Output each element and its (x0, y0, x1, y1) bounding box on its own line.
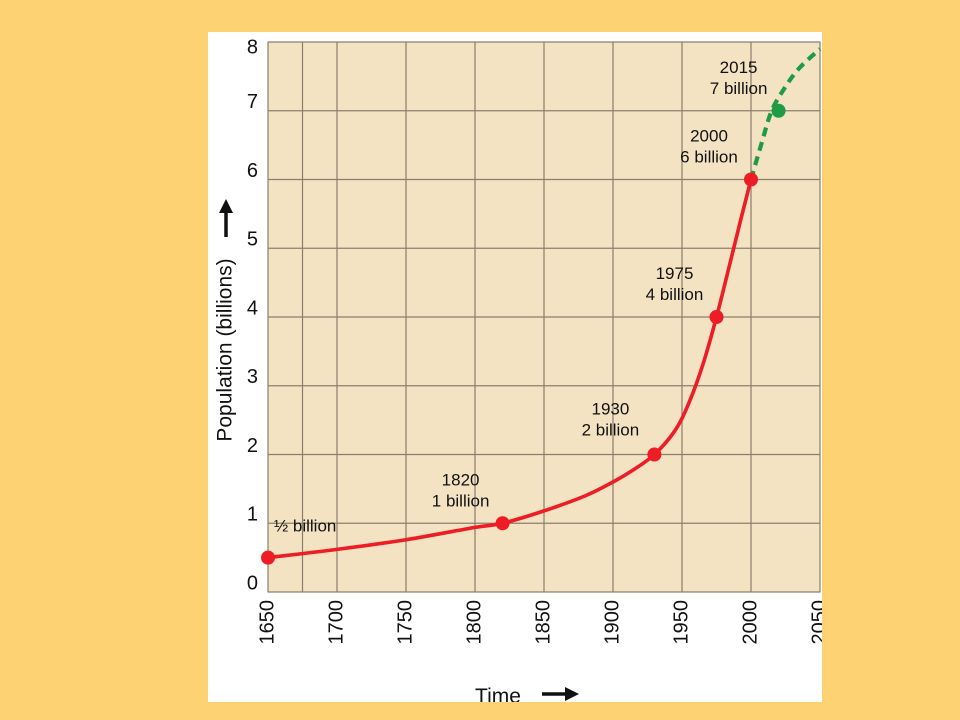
point-label-3-line-1: 4 billion (646, 285, 704, 304)
projection-line (748, 47, 822, 181)
y-tick-label-4: 4 (247, 297, 258, 319)
population-line (266, 177, 753, 560)
y-tick-label-8: 8 (247, 36, 258, 58)
y-tick-label-6: 6 (247, 160, 258, 182)
point-label-4-line-0: 2000 (690, 127, 728, 146)
point-label-4-line-1: 6 billion (680, 148, 738, 167)
data-point-3 (709, 310, 724, 324)
y-tick-label-3: 3 (247, 366, 258, 388)
data-point-5 (771, 103, 786, 118)
point-label-1-line-1: 1 billion (432, 491, 490, 510)
marker-layer (261, 103, 786, 565)
point-label-3-line-0: 1975 (656, 264, 694, 283)
data-point-2 (647, 447, 662, 462)
point-label-1-line-0: 1820 (442, 470, 480, 489)
up-arrow-icon (219, 199, 233, 237)
point-label-0-line-0: ½ billion (274, 517, 336, 536)
point-label-2-line-1: 2 billion (582, 421, 640, 440)
grid (267, 41, 821, 593)
y-tick-label-7: 7 (247, 91, 258, 113)
x-axis-title: Time (475, 685, 521, 702)
x-tick-label-1700: 1700 (325, 600, 347, 645)
x-tick-label-1650: 1650 (256, 600, 278, 645)
y-tick-label-0: 0 (247, 572, 258, 594)
point-label-5-line-0: 2015 (720, 58, 758, 77)
x-tick-label-1750: 1750 (394, 600, 416, 645)
x-tick-label-1900: 1900 (601, 600, 623, 645)
x-tick-label-1850: 1850 (532, 600, 554, 645)
y-tick-label-1: 1 (247, 504, 258, 526)
annotation-layer: ½ billion 1820 1 billion 1930 2 billion 1975 4… (274, 58, 767, 536)
y-tick-label-2: 2 (247, 435, 258, 457)
x-tick-label-2050: 2050 (808, 600, 822, 645)
tick-labels: 1650 1700 1750 1800 1850 1900 1950 2000 2050 0 1 2 3… (247, 36, 822, 644)
chart-panel: ½ billion 1820 1 billion 1930 2 billion 1975 4… (208, 32, 822, 702)
right-arrow-icon (542, 687, 579, 701)
x-tick-label-1950: 1950 (670, 600, 692, 645)
point-label-5-line-1: 7 billion (710, 79, 768, 98)
data-point-4 (744, 172, 758, 187)
y-tick-label-5: 5 (247, 229, 258, 251)
y-axis-title: Population (billions) (214, 258, 237, 441)
x-tick-label-1800: 1800 (463, 600, 485, 645)
point-label-2-line-0: 1930 (591, 400, 629, 419)
data-point-1 (495, 516, 510, 531)
x-tick-label-2000: 2000 (739, 600, 761, 645)
series-layer (266, 47, 822, 560)
data-point-0 (261, 550, 275, 565)
